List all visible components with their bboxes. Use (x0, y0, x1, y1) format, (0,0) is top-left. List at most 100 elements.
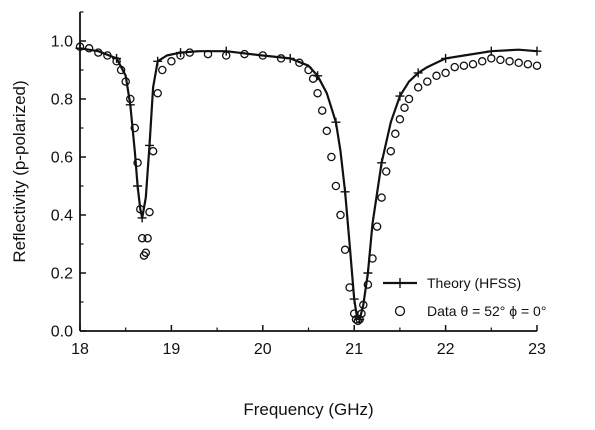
data-point (185, 48, 194, 57)
data-point (141, 248, 151, 257)
data-point (532, 61, 542, 70)
data-point (130, 123, 140, 133)
legend-data-circle-marker (394, 305, 406, 317)
theory-plus-marker (486, 46, 496, 56)
data-point (331, 181, 341, 191)
data-point (391, 129, 400, 139)
x-axis-title: Frequency (GHz) (243, 400, 373, 419)
data-point (317, 106, 327, 115)
data-point (94, 48, 103, 57)
data-point (477, 57, 487, 66)
data-point (221, 51, 231, 60)
data-point (523, 59, 533, 69)
data-point (413, 83, 423, 92)
data-point (363, 280, 373, 289)
data-point (116, 65, 126, 75)
data-point (400, 103, 409, 112)
axes-layer: 18 19 20 21 22 23 0.0 0.2 0.4 0.6 0.8 1.0 (51, 11, 546, 358)
y-tick-label: 0.8 (51, 92, 73, 109)
data-point (395, 115, 405, 124)
data-point (372, 222, 382, 231)
data-point (359, 300, 368, 310)
data-point (126, 94, 135, 104)
data-point (459, 61, 469, 70)
data-point (158, 65, 167, 75)
data-point (423, 77, 432, 86)
data-point (103, 51, 112, 60)
theory-plus-marker (532, 46, 542, 56)
data-point (386, 146, 396, 156)
data-point (304, 65, 313, 75)
y-tick-label: 0.0 (51, 324, 73, 341)
data-point (327, 152, 336, 162)
data-point (121, 77, 130, 86)
data-point (136, 204, 145, 214)
theory-plus-marker (441, 53, 451, 63)
theory-plus-marker (363, 268, 373, 278)
y-tick-label: 0.2 (51, 266, 73, 283)
theory-plus-marker (221, 46, 231, 56)
theory-plus-marker (377, 158, 387, 168)
data-point (450, 62, 459, 72)
data-point (432, 71, 441, 81)
theory-plus-marker (413, 68, 423, 78)
data-point (276, 54, 286, 63)
x-tick-label: 23 (528, 341, 546, 358)
legend-entry-theory: Theory (HFSS) (427, 275, 521, 291)
data-point (368, 254, 377, 263)
data-point (322, 126, 332, 136)
y-tick-label: 1.0 (51, 34, 73, 51)
data-point (258, 51, 268, 60)
data-point (381, 167, 391, 176)
theory-plus-marker (125, 100, 135, 110)
y-tick-label: 0.4 (51, 208, 73, 225)
legend-theory-plus-marker (395, 278, 405, 288)
data-point (308, 74, 318, 83)
data-point (112, 57, 121, 66)
data-point (441, 68, 450, 78)
y-tick-label: 0.6 (51, 150, 73, 167)
data-point (496, 55, 505, 65)
theory-plus-marker (285, 53, 295, 63)
data-point (84, 44, 94, 53)
theory-curve (79, 47, 538, 321)
theory-plus-marker (144, 140, 154, 150)
theory-plus-marker (137, 213, 147, 223)
x-tick-label: 22 (437, 341, 455, 358)
theory-plus-marker (133, 181, 143, 191)
data-point (487, 54, 496, 63)
data-point (336, 210, 345, 220)
theory-plus-marker (349, 294, 359, 304)
data-point (351, 315, 361, 324)
data-point (505, 57, 514, 66)
data-point (240, 49, 249, 59)
data-point (145, 207, 154, 217)
x-tick-label: 18 (71, 341, 89, 358)
data-point (404, 94, 414, 104)
data-point (153, 88, 162, 98)
y-axis-title: Reflectivity (p-polarized) (10, 80, 29, 262)
data-point (313, 88, 322, 98)
plus-glyph (395, 278, 405, 288)
data-point (176, 51, 185, 60)
data-point (468, 59, 478, 69)
data-point (357, 309, 366, 318)
data-point (345, 283, 354, 292)
data-point (355, 315, 364, 324)
x-tick-label: 20 (254, 341, 272, 358)
theory-plus-marker (331, 117, 341, 127)
x-tick-label: 21 (345, 341, 363, 358)
data-point (353, 316, 363, 326)
theory-plus-marker (153, 56, 163, 66)
data-point (340, 245, 350, 255)
data-point (377, 193, 386, 202)
theory-plus-marker (395, 91, 405, 101)
data-point (167, 57, 176, 66)
data-point (133, 158, 142, 168)
plot-layer (75, 42, 542, 326)
data-point (143, 233, 152, 243)
data-point (295, 58, 304, 68)
legend-entry-data: Data θ = 52° ϕ = 0° (427, 303, 546, 319)
legend: Theory (HFSS) Data θ = 52° ϕ = 0° (383, 275, 546, 319)
theory-plus-marker (340, 187, 350, 197)
